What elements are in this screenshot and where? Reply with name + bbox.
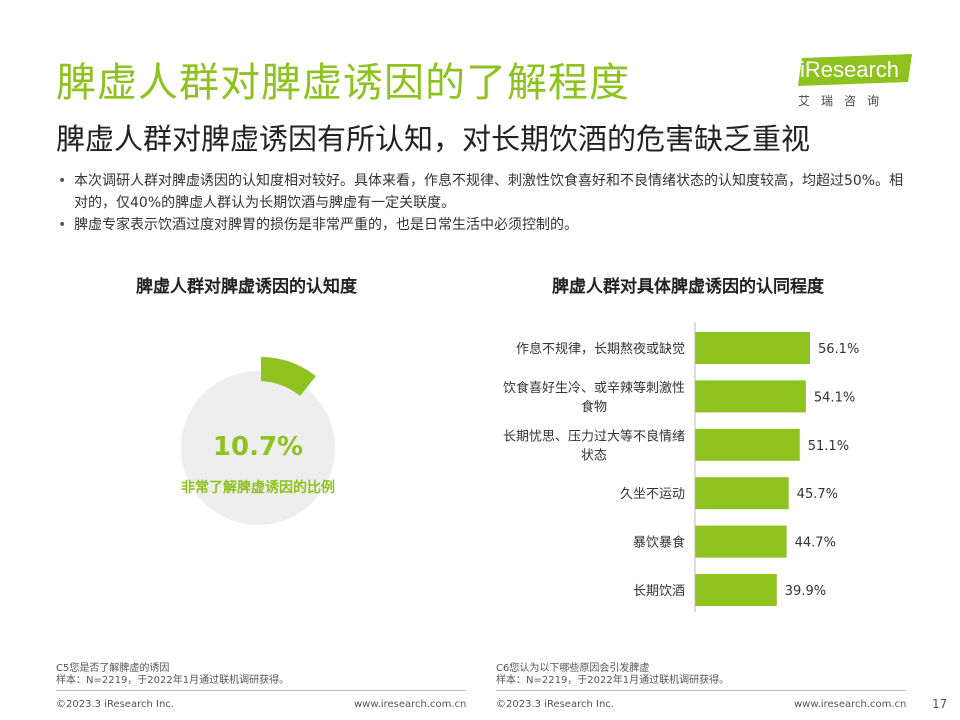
category-label: 暴饮暴食 bbox=[633, 535, 685, 551]
pie-caption: 非常了解脾虚诱因的比例 bbox=[181, 480, 335, 496]
pie-value-label: 10.7% bbox=[212, 432, 304, 462]
category-label: 饮食喜好生冷、或辛辣等刺激性 bbox=[503, 380, 685, 396]
bar bbox=[695, 380, 806, 413]
pie-chart bbox=[181, 357, 335, 525]
page-title: 脾虚人群对脾虚诱因的了解程度 bbox=[56, 60, 630, 106]
category-label: 长期忧思、压力过大等不良情绪 bbox=[503, 428, 685, 444]
category-label: 状态 bbox=[581, 448, 607, 463]
pie-inner-disc bbox=[191, 381, 325, 515]
bar bbox=[695, 428, 800, 461]
footer-divider-right bbox=[496, 690, 906, 691]
footer-copyright-left: ©2023.3 iResearch Inc. bbox=[56, 699, 174, 710]
category-label: 久坐不运动 bbox=[620, 487, 685, 502]
footnote-question-right: C6您认为以下哪些原因会引发脾虚 bbox=[496, 663, 650, 674]
bar-value-label: 51.1% bbox=[808, 439, 849, 454]
footer-url-right: www.iresearch.com.cn bbox=[794, 699, 907, 710]
page-number: 17 bbox=[932, 697, 948, 711]
bar bbox=[695, 525, 787, 558]
bar-chart-title: 脾虚人群对具体脾虚诱因的认同程度 bbox=[552, 277, 824, 297]
bar-value-label: 54.1% bbox=[814, 390, 855, 405]
footer-divider-left bbox=[56, 690, 466, 691]
bar-value-label: 56.1% bbox=[818, 342, 859, 357]
category-label: 作息不规律，长期熬夜或缺觉 bbox=[516, 341, 685, 357]
pie-chart-title: 脾虚人群对脾虚诱因的认知度 bbox=[136, 277, 357, 297]
logo-wordmark: iResearch bbox=[800, 57, 900, 82]
logo-cn-text: 艾瑞咨询 bbox=[798, 94, 891, 108]
iresearch-logo: iResearch 艾瑞咨询 bbox=[796, 52, 916, 112]
bullet-item: 脾虚专家表示饮酒过度对脾胃的损伤是非常严重的，也是日常生活中必须控制的。 bbox=[56, 214, 916, 236]
category-label: 长期饮酒 bbox=[633, 584, 685, 599]
bar-value-label: 44.7% bbox=[795, 536, 836, 551]
footnote-sample-left: 样本：N=2219，于2022年1月通过联机调研获得。 bbox=[56, 675, 290, 686]
bar bbox=[695, 332, 810, 364]
footer-copyright-right: ©2023.3 iResearch Inc. bbox=[496, 699, 614, 710]
footnote-question-left: C5您是否了解脾虚的诱因 bbox=[56, 663, 170, 674]
category-label: 食物 bbox=[581, 399, 607, 415]
footnote-sample-right: 样本：N=2219，于2022年1月通过联机调研获得。 bbox=[496, 675, 730, 686]
bullet-item: 本次调研人群对脾虚诱因的认知度相对较好。具体来看，作息不规律、刺激性饮食喜好和不… bbox=[56, 170, 916, 214]
bar-value-label: 39.9% bbox=[785, 584, 826, 599]
bar bbox=[695, 477, 789, 510]
bar bbox=[695, 574, 777, 606]
summary-bullets: 本次调研人群对脾虚诱因的认知度相对较好。具体来看，作息不规律、刺激性饮食喜好和不… bbox=[56, 170, 916, 236]
footer-url-left: www.iresearch.com.cn bbox=[354, 699, 467, 710]
logo-shape-icon bbox=[798, 54, 912, 86]
bar-value-label: 45.7% bbox=[797, 487, 838, 502]
page-subtitle: 脾虚人群对脾虚诱因有所认知，对长期饮酒的危害缺乏重视 bbox=[56, 122, 811, 156]
